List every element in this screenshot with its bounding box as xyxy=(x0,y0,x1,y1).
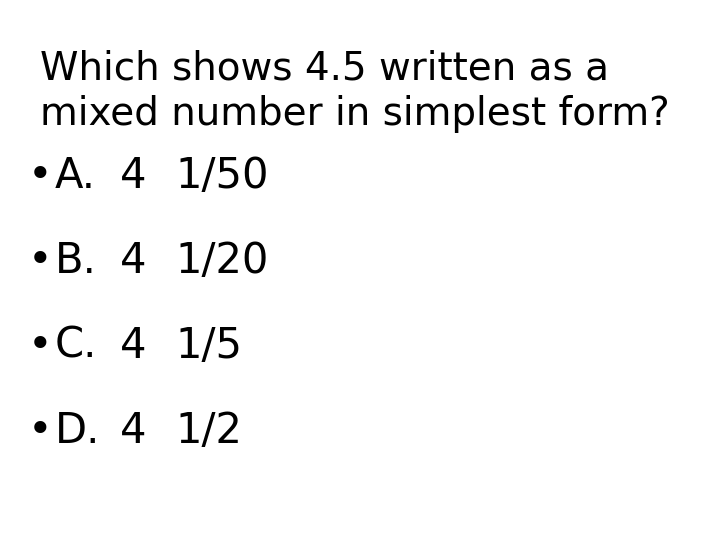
Text: Which shows 4.5 written as a: Which shows 4.5 written as a xyxy=(40,50,609,88)
Text: 4: 4 xyxy=(120,240,146,282)
Text: •: • xyxy=(28,155,53,197)
Text: 4: 4 xyxy=(120,410,146,452)
Text: B.: B. xyxy=(55,240,97,282)
Text: mixed number in simplest form?: mixed number in simplest form? xyxy=(40,95,670,133)
Text: •: • xyxy=(28,325,53,367)
Text: •: • xyxy=(28,410,53,452)
Text: 1/50: 1/50 xyxy=(175,155,269,197)
Text: 1/5: 1/5 xyxy=(175,325,242,367)
Text: 4: 4 xyxy=(120,155,146,197)
Text: 4: 4 xyxy=(120,325,146,367)
Text: •: • xyxy=(28,240,53,282)
Text: C.: C. xyxy=(55,325,97,367)
Text: D.: D. xyxy=(55,410,100,452)
Text: 1/20: 1/20 xyxy=(175,240,269,282)
Text: 1/2: 1/2 xyxy=(175,410,242,452)
Text: A.: A. xyxy=(55,155,96,197)
